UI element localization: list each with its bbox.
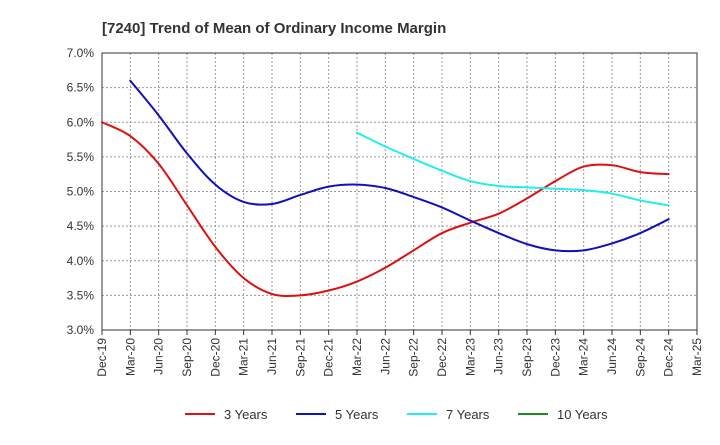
x-tick-label: Sep-20 [180, 338, 194, 377]
legend-label-5-years: 5 Years [335, 407, 379, 422]
x-tick-label: Dec-23 [548, 338, 562, 377]
x-tick-label: Mar-25 [690, 338, 704, 376]
y-tick-label: 6.5% [67, 81, 95, 95]
x-tick-label: Jun-20 [152, 338, 166, 375]
x-tick-label: Sep-21 [293, 338, 307, 377]
y-tick-label: 5.0% [67, 185, 95, 199]
x-tick-label: Dec-21 [322, 338, 336, 377]
x-tick-label: Dec-19 [95, 338, 109, 377]
y-tick-label: 4.5% [67, 219, 95, 233]
legend-label-10-years: 10 Years [557, 407, 608, 422]
series-lines [101, 79, 670, 297]
x-tick-label: Mar-23 [463, 338, 477, 376]
chart-title: [7240] Trend of Mean of Ordinary Income … [102, 20, 446, 37]
y-tick-label: 4.0% [67, 254, 95, 268]
y-tick-label: 5.5% [67, 150, 95, 164]
x-tick-label: Jun-24 [605, 338, 619, 375]
x-tick-label: Mar-24 [577, 338, 591, 376]
series-line-3-years [101, 121, 670, 297]
plot-frame [101, 52, 698, 331]
x-tick-label: Jun-23 [492, 338, 506, 375]
x-tick-label: Mar-22 [350, 338, 364, 376]
x-tick-label: Sep-22 [407, 338, 421, 377]
x-tick-label: Dec-24 [662, 338, 676, 377]
x-tick-label: Jun-21 [265, 338, 279, 375]
x-tick-label: Jun-22 [378, 338, 392, 375]
y-tick-label: 3.0% [67, 323, 95, 337]
y-tick-label: 3.5% [67, 288, 95, 302]
y-tick-label: 6.0% [67, 115, 95, 129]
legend: 3 Years 5 Years 7 Years 10 Years [185, 407, 608, 422]
legend-label-7-years: 7 Years [446, 407, 490, 422]
x-tick-label: Dec-22 [435, 338, 449, 377]
series-line-7-years [356, 131, 670, 207]
x-tick-label: Sep-24 [633, 338, 647, 377]
x-tick-label: Sep-23 [520, 338, 534, 377]
axes: 3.0% 3.5% 4.0% 4.5% 5.0% 5.5% 6.0% 6.5% 7.0% Dec-… [67, 46, 704, 377]
x-tick-label: Mar-20 [123, 338, 137, 376]
series-line-5-years [129, 79, 670, 253]
legend-label-3-years: 3 Years [224, 407, 268, 422]
x-tick-label: Dec-20 [208, 338, 222, 377]
x-tick-label: Mar-21 [237, 338, 251, 376]
y-tick-label: 7.0% [67, 46, 95, 60]
